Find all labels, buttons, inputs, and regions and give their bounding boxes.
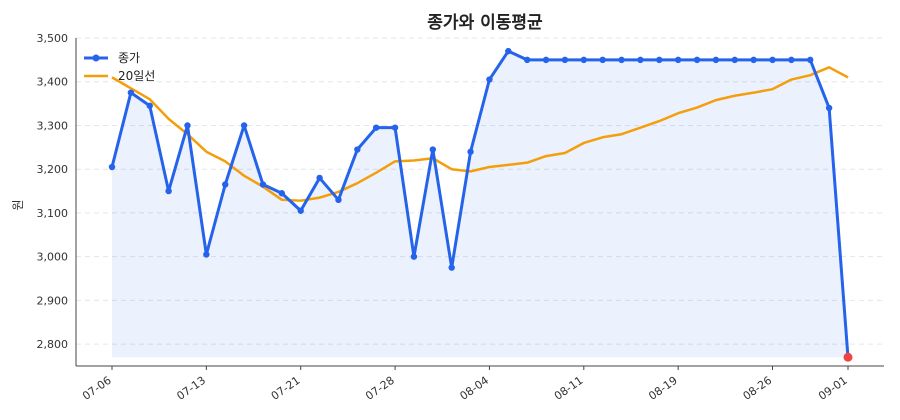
close-point — [523, 56, 531, 64]
close-point — [391, 124, 399, 131]
x-tick-label: 07-21 — [269, 374, 303, 403]
legend-close-label: 종가 — [118, 51, 140, 65]
close-point — [674, 56, 682, 64]
close-point — [505, 47, 512, 55]
close-point — [599, 56, 606, 64]
x-tick-label: 08-11 — [552, 374, 586, 403]
close-point — [825, 104, 833, 112]
close-point — [222, 181, 229, 188]
close-area — [112, 51, 848, 358]
close-last-point — [843, 352, 853, 362]
y-axis-label: 원 — [11, 199, 25, 210]
close-area-fill — [112, 51, 848, 358]
x-tick-label: 07-13 — [174, 374, 208, 403]
legend-ma20-label: 20일선 — [118, 69, 155, 83]
legend-close-marker — [92, 54, 100, 62]
series-lines — [110, 49, 850, 358]
close-point — [373, 124, 380, 131]
ma20-line — [111, 66, 849, 202]
legend: 종가 20일선 — [84, 51, 155, 83]
close-points — [108, 47, 853, 362]
x-tick-label: 08-19 — [646, 374, 680, 403]
close-point — [203, 251, 210, 258]
x-tick-labels: 07-06 07-13 07-21 07-28 08-04 08-11 08-19 08-26… — [80, 374, 850, 403]
close-point — [278, 190, 286, 197]
close-point — [712, 56, 720, 64]
close-point — [429, 146, 437, 153]
close-point — [184, 122, 191, 129]
close-point — [618, 56, 625, 64]
close-point — [750, 56, 757, 64]
close-point — [335, 196, 342, 204]
y-tick-label: 3,300 — [37, 119, 69, 132]
close-point — [542, 56, 550, 64]
close-point — [561, 56, 569, 64]
close-point — [448, 264, 455, 271]
close-point — [467, 148, 474, 155]
close-point — [486, 76, 493, 83]
chart-title: 종가와 이동평균 — [427, 13, 543, 33]
close-line — [110, 49, 850, 358]
close-point — [769, 56, 776, 64]
close-point — [807, 56, 814, 64]
close-point — [165, 187, 172, 195]
y-tick-label: 3,500 — [37, 32, 69, 45]
close-point — [656, 56, 663, 64]
close-point — [297, 207, 304, 214]
close-point — [693, 56, 701, 64]
y-tick-label: 3,100 — [37, 207, 69, 220]
y-tick-label: 2,800 — [37, 338, 69, 351]
close-point — [731, 56, 738, 64]
y-tick-label: 3,200 — [37, 163, 69, 176]
close-point — [637, 56, 644, 64]
y-tick-label: 2,900 — [37, 294, 69, 307]
close-point — [580, 56, 587, 64]
y-tick-label: 3,000 — [37, 251, 69, 264]
close-point — [108, 163, 116, 171]
close-point — [240, 122, 248, 129]
x-tick-label: 07-28 — [363, 374, 397, 403]
x-tick-label: 09-01 — [816, 374, 850, 403]
close-point — [259, 181, 267, 188]
close-point — [127, 89, 135, 96]
x-tick-label: 08-26 — [741, 374, 775, 403]
y-tick-labels: 2,800 2,900 3,000 3,100 3,200 3,300 3,400 3,500 — [37, 32, 69, 351]
close-point — [316, 174, 323, 182]
x-tick-label: 08-04 — [458, 374, 492, 403]
y-tick-label: 3,400 — [37, 76, 69, 89]
axes — [75, 38, 884, 370]
close-point — [788, 56, 795, 64]
x-tick-label: 07-06 — [80, 374, 114, 403]
close-point — [410, 253, 418, 260]
close-point — [354, 146, 361, 153]
close-point — [146, 102, 153, 109]
